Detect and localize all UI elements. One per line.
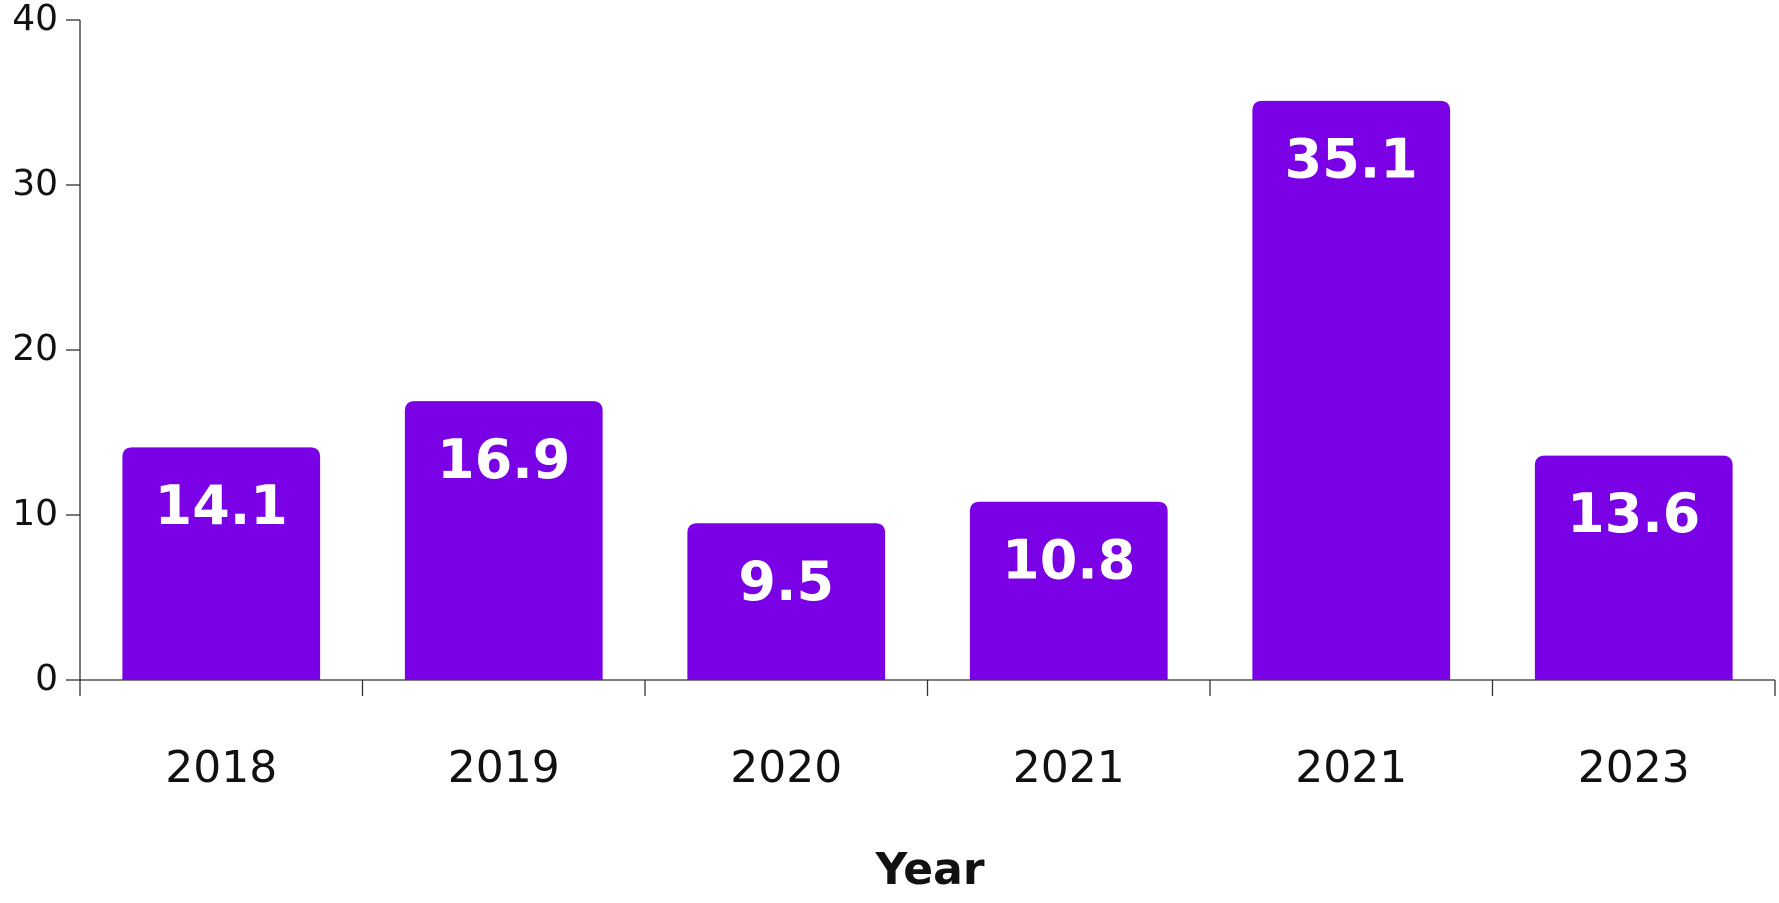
value-label: 13.6 (1567, 482, 1700, 545)
bar (687, 523, 886, 680)
bar (1534, 455, 1733, 680)
x-tick-label: 2021 (1013, 742, 1125, 793)
y-tick-label: 0 (35, 658, 58, 699)
x-axis-title: Year (874, 844, 984, 895)
x-tick-label: 2018 (165, 742, 277, 793)
y-tick-label: 10 (12, 493, 58, 534)
value-label: 10.8 (1002, 528, 1135, 591)
value-label: 14.1 (155, 474, 288, 537)
y-tick-label: 30 (12, 163, 58, 204)
bar (1252, 100, 1451, 681)
x-tick-label: 2021 (1295, 742, 1407, 793)
x-tick-label: 2020 (730, 742, 842, 793)
x-tick-label: 2019 (448, 742, 560, 793)
value-label: 35.1 (1285, 127, 1418, 190)
bar (969, 501, 1168, 680)
x-tick-label: 2023 (1578, 742, 1690, 793)
bar (122, 447, 321, 680)
y-tick-label: 40 (12, 0, 58, 39)
value-label: 9.5 (738, 550, 834, 613)
y-tick-label: 20 (12, 328, 58, 369)
bar (404, 401, 603, 680)
value-label: 16.9 (437, 428, 570, 491)
